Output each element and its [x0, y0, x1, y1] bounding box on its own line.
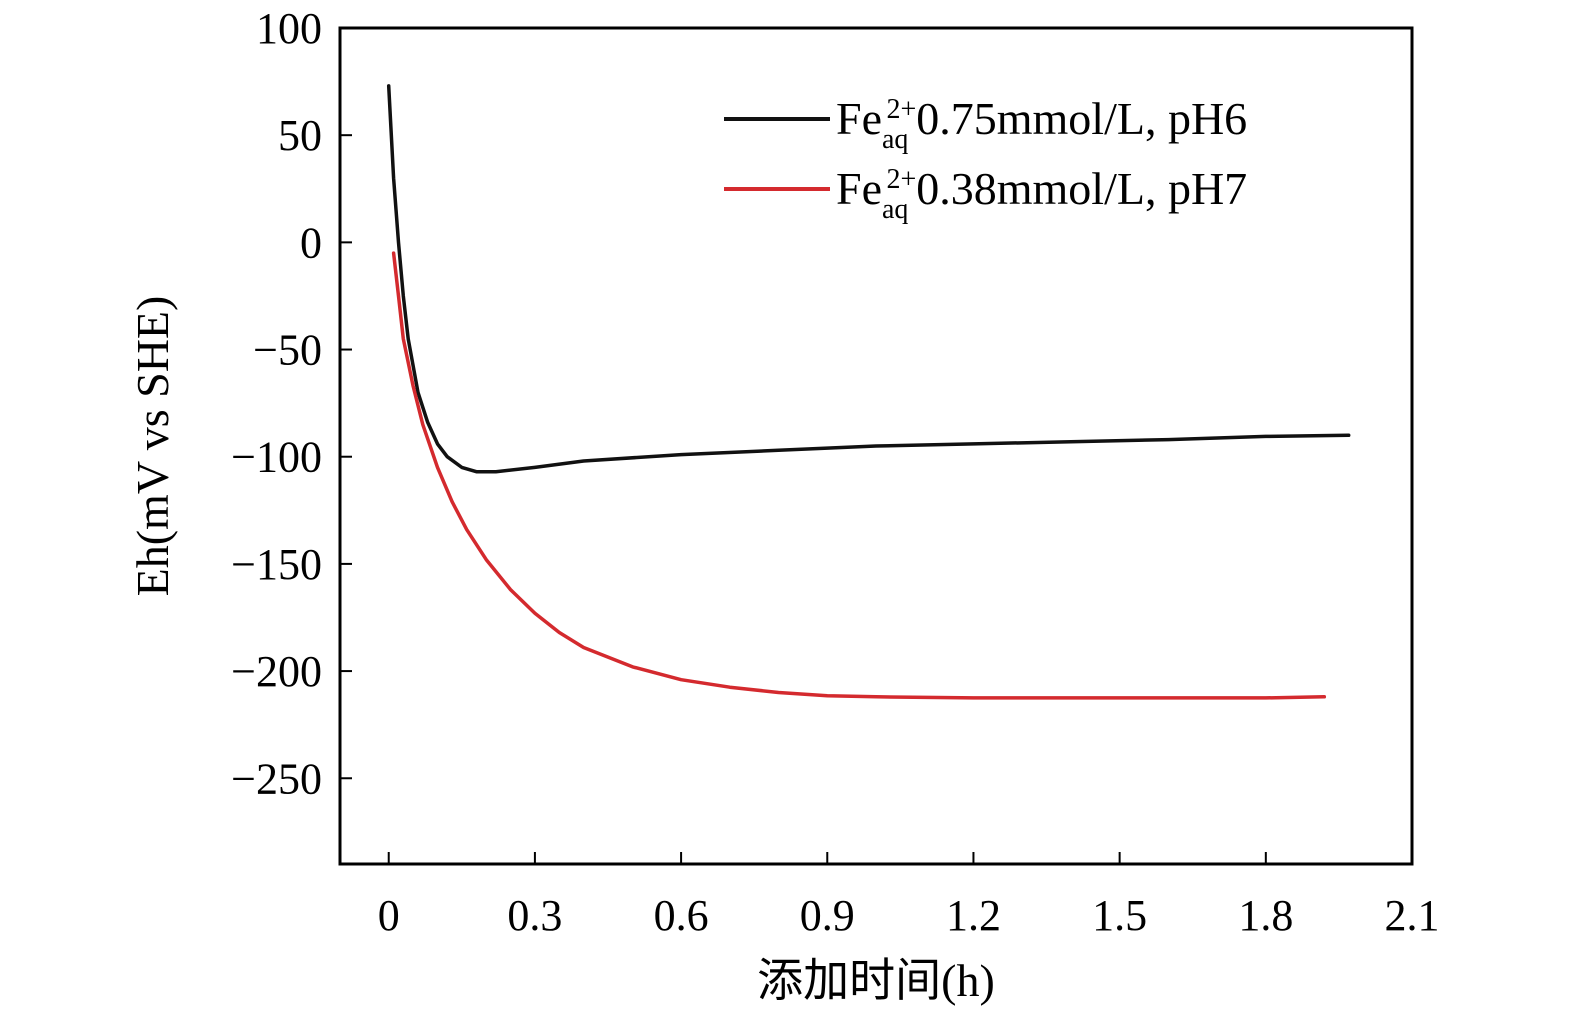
- x-tick-label: 0.6: [654, 891, 709, 940]
- legend-label-2: Feaq2+0.38mmol/L, pH7: [836, 163, 1247, 225]
- legend: Feaq2+0.75mmol/L, pH6 Feaq2+0.38mmol/L, p…: [724, 93, 1247, 225]
- legend-label-1: Feaq2+0.75mmol/L, pH6: [836, 93, 1247, 155]
- x-tick-label: 1.2: [946, 891, 1001, 940]
- plot-frame: [338, 26, 1414, 866]
- series-lines: [386, 84, 1351, 700]
- x-tick-label: 2.1: [1385, 891, 1440, 940]
- y-tick-label: −250: [231, 754, 322, 803]
- y-tick-label: 0: [300, 218, 322, 267]
- y-tick-label: 100: [256, 4, 322, 53]
- y-tick-label: −150: [231, 540, 322, 589]
- x-axis-title: 添加时间(h): [757, 955, 995, 1006]
- x-tick-label: 0.9: [800, 891, 855, 940]
- x-tick-label: 1.5: [1092, 891, 1147, 940]
- y-axis-title: Eh(mV vs SHE): [127, 296, 178, 597]
- y-tick-label: −100: [231, 433, 322, 482]
- y-tick-label: −50: [253, 326, 322, 375]
- y-tick-label: 50: [278, 111, 322, 160]
- x-tick-label: 0: [378, 891, 400, 940]
- y-axis-ticks: 100 50 0 −50 −100 −150 −200 −250: [231, 4, 352, 803]
- y-tick-label: −200: [231, 647, 322, 696]
- series-line-2: [391, 251, 1327, 700]
- x-axis-ticks: 0 0.3 0.6 0.9 1.2 1.5 1.8 2.1: [378, 852, 1440, 940]
- series-line-1: [386, 84, 1351, 474]
- x-tick-label: 1.8: [1238, 891, 1293, 940]
- x-tick-label: 0.3: [507, 891, 562, 940]
